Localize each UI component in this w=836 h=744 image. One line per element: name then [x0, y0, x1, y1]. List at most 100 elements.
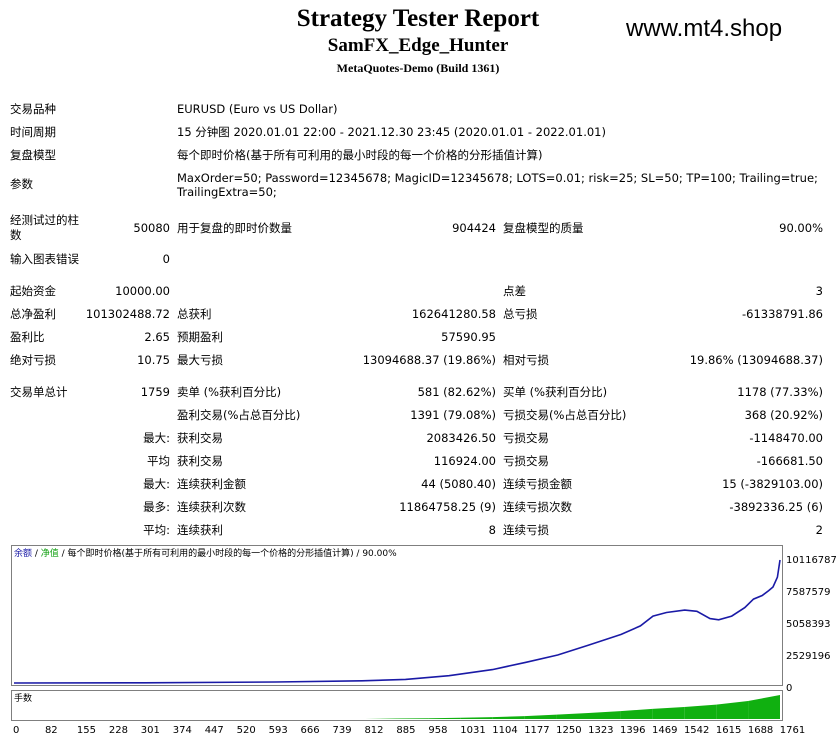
x-tick-label: 958 [428, 725, 448, 736]
x-tick-label: 1104 [492, 725, 518, 736]
volume-bar [620, 708, 653, 719]
max-consecutive-losses-value: 15 (-3829103.00) [722, 477, 823, 491]
period-label: 时间周期 [10, 125, 56, 139]
x-tick-label: 1031 [460, 725, 486, 736]
stats-row-profit: 总净盈利 101302488.72 总获利 162641280.58 总亏损 -… [0, 306, 836, 326]
net-profit-value: 101302488.72 [85, 307, 170, 321]
volume-bar [684, 704, 717, 719]
server-build: MetaQuotes-Demo (Build 1361) [336, 61, 500, 75]
x-tick-label: 0 [13, 725, 20, 736]
bars-label-line-2: 数 [10, 228, 22, 242]
volume-bar [397, 718, 429, 719]
params-line-2: TrailingExtra=50; [177, 185, 277, 199]
deposit-label: 起始资金 [10, 284, 56, 298]
x-tick-label: 1177 [524, 725, 550, 736]
errors-value: 0 [162, 252, 170, 266]
average-loss-label: 亏损交易 [503, 454, 549, 468]
volume-bar [652, 707, 685, 719]
average-consecutive-wins-label: 连续获利 [177, 523, 223, 537]
x-tick-label: 82 [44, 725, 58, 736]
max-drawdown-value: 13094688.37 (19.86%) [362, 353, 496, 367]
ticks-value: 904424 [452, 221, 496, 235]
balance-chart [11, 545, 783, 686]
volume-bar [588, 711, 621, 719]
max-consecutive-wins-label: 连续获利金额 [177, 477, 246, 491]
short-positions-value: 581 (82.62%) [417, 385, 496, 399]
symbol-value: EURUSD (Euro vs US Dollar) [177, 102, 338, 116]
x-tick-label: 1323 [588, 725, 614, 736]
loss-trades-value: 368 (20.92%) [744, 408, 823, 422]
info-row-period: 时间周期 15 分钟图 2020.01.01 22:00 - 2021.12.3… [0, 124, 836, 144]
absolute-drawdown-value: 10.75 [137, 353, 170, 367]
stats-row-drawdown: 绝对亏损 10.75 最大亏损 13094688.37 (19.86%) 相对亏… [0, 352, 836, 372]
ticks-label: 用于复盘的即时价数量 [177, 221, 292, 235]
expected-payoff-value: 57590.95 [441, 330, 496, 344]
y-tick-label: 0 [786, 683, 793, 694]
largest-label: 最大: [143, 431, 170, 445]
x-tick-label: 885 [396, 725, 416, 736]
bars-label-line-1: 经测试过的柱 [10, 213, 79, 227]
x-tick-label: 666 [300, 725, 320, 736]
long-positions-label: 买单 (%获利百分比) [503, 385, 608, 399]
y-tick-label: 2529196 [786, 651, 831, 662]
profit-factor-label: 盈利比 [10, 330, 45, 344]
deposit-value: 10000.00 [115, 284, 170, 298]
stats-row-bars: 经测试过的柱 数 50080 用于复盘的即时价数量 904424 复盘模型的质量… [0, 212, 836, 244]
x-tick-label: 1761 [779, 725, 806, 736]
average-consecutive-label: 平均: [143, 523, 170, 537]
x-tick-label: 155 [76, 725, 96, 736]
max-drawdown-label: 最大亏损 [177, 353, 223, 367]
quality-value: 90.00% [779, 221, 823, 235]
spread-value: 3 [815, 284, 823, 298]
average-loss-value: -166681.50 [756, 454, 823, 468]
info-row-model: 复盘模型 每个即时价格(基于所有可利用的最小时段的每一个价格的分形插值计算) [0, 147, 836, 167]
balance-series-line [13, 559, 781, 684]
symbol-label: 交易品种 [10, 102, 56, 116]
profit-trades-label: 盈利交易(%占总百分比) [177, 408, 301, 422]
period-value: 15 分钟图 2020.01.01 22:00 - 2021.12.30 23:… [177, 125, 606, 139]
short-positions-label: 卖单 (%获利百分比) [177, 385, 282, 399]
max-consecutive-label: 最大: [143, 477, 170, 491]
info-row-symbol: 交易品种 EURUSD (Euro vs US Dollar) [0, 101, 836, 121]
volume-bar [524, 714, 557, 719]
chart-caption: 余额 / 净值 / 每个即时价格(基于所有可利用的最小时段的每一个价格的分形插值… [14, 548, 397, 560]
maximal-consecutive-profit-label: 连续获利次数 [177, 500, 246, 514]
average-profit-label: 获利交易 [177, 454, 223, 468]
profit-factor-value: 2.65 [144, 330, 170, 344]
absolute-drawdown-label: 绝对亏损 [10, 353, 56, 367]
stats-row-errors: 输入图表错误 0 [0, 251, 836, 271]
stats-row-deposit: 起始资金 10000.00 点差 3 [0, 283, 836, 303]
stats-row-max-consecutive: 最大: 连续获利金额 44 (5080.40) 连续亏损金额 15 (-3829… [0, 476, 836, 496]
largest-loss-label: 亏损交易 [503, 431, 549, 445]
stats-row-average-consecutive: 平均: 连续获利 8 连续亏损 2 [0, 522, 836, 542]
profit-trades-value: 1391 (79.08%) [410, 408, 496, 422]
net-profit-label: 总净盈利 [10, 307, 56, 321]
x-tick-label: 593 [268, 725, 288, 736]
gross-profit-value: 162641280.58 [411, 307, 496, 321]
x-tick-label: 228 [108, 725, 128, 736]
x-tick-label: 1688 [747, 725, 774, 736]
balance-chart-plot [13, 559, 781, 684]
average-consecutive-losses-value: 2 [815, 523, 823, 537]
largest-profit-label: 获利交易 [177, 431, 223, 445]
volume-bar [460, 717, 493, 719]
caption-balance: 余额 [14, 549, 33, 559]
volume-bar [492, 716, 525, 719]
caption-separator: / [32, 549, 41, 559]
x-tick-label: 1250 [556, 725, 582, 736]
loss-trades-label: 亏损交易(%占总百分比) [503, 408, 627, 422]
x-tick-label: 1615 [715, 725, 742, 736]
maximal-consecutive-profit-value: 11864758.25 (9) [399, 500, 496, 514]
average-profit-value: 116924.00 [433, 454, 496, 468]
volume-label: 手数 [14, 694, 33, 704]
stats-row-largest: 最大: 获利交易 2083426.50 亏损交易 -1148470.00 [0, 430, 836, 450]
volume-bar [716, 701, 749, 719]
largest-profit-value: 2083426.50 [426, 431, 496, 445]
volume-bar [748, 695, 780, 719]
volume-chart-plot [365, 695, 780, 719]
caption-model: / 每个即时价格(基于所有可利用的最小时段的每一个价格的分形插值计算) / 90… [58, 549, 397, 559]
x-tick-label: 374 [172, 725, 192, 736]
average-consecutive-losses-label: 连续亏损 [503, 523, 549, 537]
quality-label: 复盘模型的质量 [503, 221, 584, 235]
x-tick-label: 447 [204, 725, 224, 736]
